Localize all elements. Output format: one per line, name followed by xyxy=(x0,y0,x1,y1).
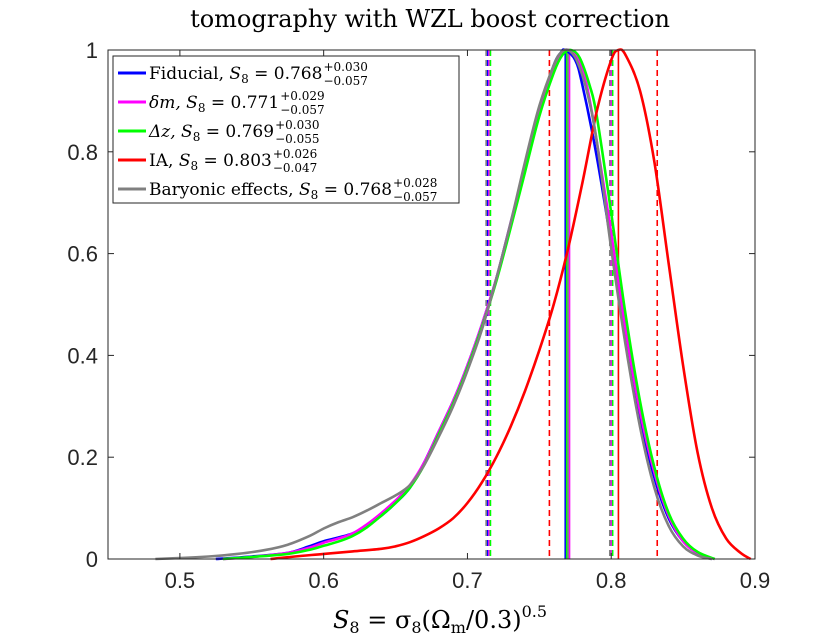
x-tick-label: 0.7 xyxy=(452,568,483,593)
ia-legend-label: IA, S8 = 0.803 xyxy=(149,151,272,173)
x-tick-label: 0.9 xyxy=(740,568,771,593)
ia-curve xyxy=(270,48,752,561)
baryonic-effects-legend-label: Baryonic effects, S8 = 0.768 xyxy=(149,180,392,202)
y-tick-label: 0.6 xyxy=(67,242,98,267)
baryonic-effects-legend-lower: −0.057 xyxy=(393,190,437,204)
delta-z-legend-label: Δz, S8 = 0.769 xyxy=(148,122,274,144)
ticks-layer: 0.5 0.6 0.7 0.8 0.9 0 0.2 0.4 0.6 0.8 1 xyxy=(67,38,770,593)
delta-m-legend-lower: −0.057 xyxy=(280,103,324,117)
x-tick-label: 0.6 xyxy=(308,568,339,593)
fiducial-legend-lower: −0.057 xyxy=(323,74,367,88)
chart-title: tomography with WZL boost correction xyxy=(190,5,670,33)
delta-m-legend-upper: +0.029 xyxy=(280,89,324,103)
fiducial-legend-label: Fiducial, S8 = 0.768 xyxy=(149,64,322,86)
x-tick-label: 0.5 xyxy=(165,568,196,593)
y-tick-label: 1 xyxy=(86,38,98,63)
delta-z-legend-lower: −0.055 xyxy=(275,132,319,146)
series-layer xyxy=(155,48,752,561)
delta-m-legend-label: δm, S8 = 0.771 xyxy=(149,93,279,115)
fiducial-legend-upper: +0.030 xyxy=(323,60,367,74)
x-tick-label: 0.8 xyxy=(596,568,627,593)
y-tick-label: 0.2 xyxy=(67,445,98,470)
delta-z-legend-upper: +0.030 xyxy=(275,118,319,132)
y-tick-label: 0.4 xyxy=(67,343,98,368)
legend-box xyxy=(112,55,460,204)
ia-legend-upper: +0.026 xyxy=(273,147,317,161)
ia-legend-lower: −0.047 xyxy=(273,161,317,175)
y-tick-label: 0.8 xyxy=(67,140,98,165)
plot-frame xyxy=(107,49,756,560)
baryonic-effects-curve xyxy=(155,48,713,561)
baryonic-effects-legend-upper: +0.028 xyxy=(393,176,437,190)
y-tick-label: 0 xyxy=(86,547,98,572)
x-axis-label: S8 = σ8(Ωm/0.3)0.5 xyxy=(333,602,547,637)
